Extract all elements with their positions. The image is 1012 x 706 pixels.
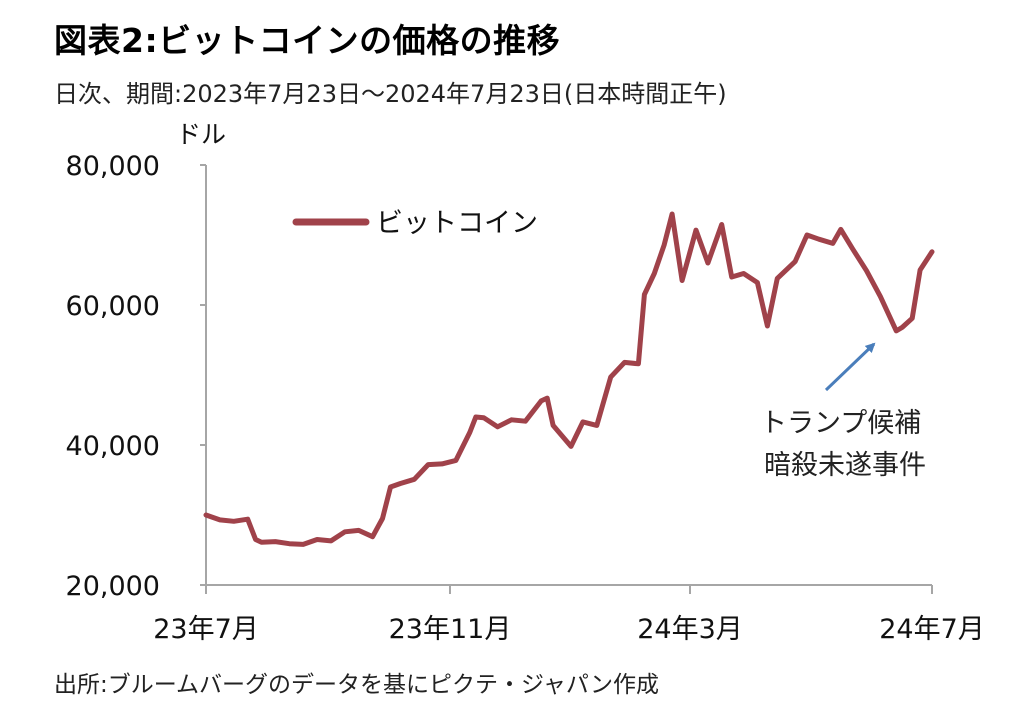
- axes: 20,000 40,000 60,000 80,000 ドル 23年7月 23年11月 24年…: [66, 120, 985, 645]
- legend-label: ビットコイン: [376, 208, 538, 239]
- chart-title: 図表2:ビットコインの価格の推移: [54, 21, 561, 60]
- series-line-0: [203, 211, 935, 547]
- y-axis-unit-label: ドル: [176, 120, 226, 149]
- source-note: 出所:ブルームバーグのデータを基にピクテ・ジャパン作成: [54, 672, 660, 698]
- legend: ビットコイン: [292, 208, 538, 239]
- x-tick-label: 24年7月: [879, 614, 985, 645]
- y-tick-label: 60,000: [66, 291, 160, 322]
- chart-subtitle: 日次、期間:2023年7月23日～2024年7月23日(日本時間正午): [54, 80, 727, 108]
- annotation-text-line2: 暗殺未遂事件: [764, 450, 926, 481]
- y-tick-label: 20,000: [66, 571, 160, 602]
- y-tick-label: 80,000: [66, 151, 160, 182]
- annotation-arrow: [824, 342, 876, 392]
- annotation-text-line1: トランプ候補: [760, 408, 921, 439]
- plot-area: [203, 211, 935, 547]
- x-tick-label: 24年3月: [637, 614, 743, 645]
- x-tick-label: 23年11月: [389, 614, 512, 645]
- x-tick-label: 23年7月: [153, 614, 259, 645]
- y-tick-label: 40,000: [66, 431, 160, 462]
